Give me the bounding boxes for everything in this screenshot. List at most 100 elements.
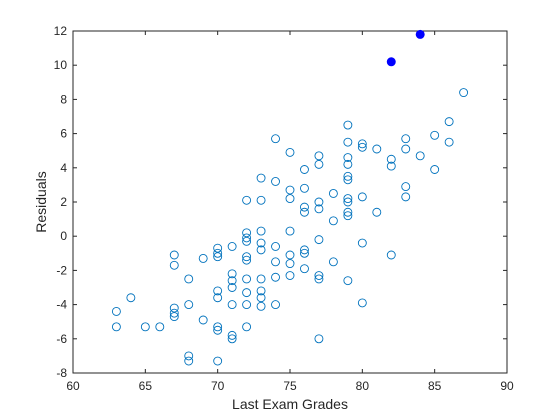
data-point: [184, 356, 194, 366]
data-point: [285, 226, 295, 236]
data-point: [300, 248, 309, 258]
data-point: [213, 325, 223, 335]
data-point: [155, 322, 165, 332]
data-point: [430, 130, 440, 140]
data-point: [242, 233, 252, 243]
x-tick-label: 75: [283, 379, 297, 393]
y-tick-label: 4: [60, 161, 67, 175]
data-point: [401, 144, 411, 154]
y-tick-label: 12: [54, 24, 68, 38]
y-tick-label: -8: [56, 366, 67, 380]
data-point: [343, 120, 353, 130]
data-point: [343, 211, 353, 221]
data-point: [169, 250, 179, 260]
data-point: [256, 238, 266, 248]
y-tick-label: 10: [54, 58, 68, 72]
data-point: [227, 269, 237, 279]
data-point: [256, 226, 266, 236]
data-point: [357, 298, 367, 308]
data-point: [314, 274, 324, 284]
data-point: [256, 245, 266, 255]
data-point: [314, 334, 324, 344]
data-point: [242, 255, 252, 265]
data-point: [328, 216, 338, 226]
y-tick-label: -2: [56, 263, 67, 277]
data-point: [256, 293, 266, 303]
data-point: [256, 274, 266, 284]
data-point: [184, 300, 194, 310]
x-tick-label: 70: [211, 379, 225, 393]
data-point: [256, 286, 266, 296]
y-tick-label: -6: [56, 332, 67, 346]
data-point: [169, 303, 179, 313]
data-point: [242, 236, 252, 246]
data-point: [213, 286, 223, 296]
data-point: [285, 185, 295, 195]
data-point: [343, 153, 353, 162]
data-point: [242, 228, 252, 238]
y-tick-label: 0: [60, 229, 67, 243]
data-point: [227, 300, 237, 310]
scatter-points: [111, 29, 469, 366]
data-point: [343, 171, 353, 181]
y-axis-label: Residuals: [33, 171, 49, 232]
data-point: [285, 259, 295, 269]
x-axis-label: Last Exam Grades: [232, 396, 348, 412]
data-point: [314, 151, 324, 161]
x-tick-label: 80: [356, 379, 370, 393]
data-point: [227, 276, 237, 286]
x-tick-label: 60: [66, 379, 80, 393]
data-point: [430, 165, 440, 174]
data-point: [271, 300, 280, 310]
data-point: [357, 142, 367, 152]
data-point: [242, 322, 252, 332]
data-point: [256, 173, 266, 183]
data-point: [285, 194, 295, 204]
data-point: [444, 117, 454, 127]
data-point: [213, 243, 223, 253]
data-point: [285, 250, 295, 260]
data-point: [184, 274, 194, 284]
data-point: [169, 308, 179, 318]
data-point: [300, 202, 309, 212]
data-point: [386, 161, 396, 171]
data-point: [300, 207, 309, 217]
data-point: [227, 283, 237, 292]
y-tick-label: 6: [60, 127, 67, 141]
data-point: [415, 151, 425, 161]
data-point: [140, 322, 150, 332]
x-tick-label: 90: [500, 379, 514, 393]
data-point: [459, 88, 469, 98]
data-point: [343, 175, 353, 185]
data-point: [328, 257, 338, 267]
data-point: [314, 204, 324, 214]
data-point: [285, 271, 295, 280]
highlighted-data-point: [386, 57, 396, 67]
data-point: [256, 301, 266, 311]
data-point: [271, 242, 280, 251]
y-tick-label: 2: [60, 195, 67, 209]
x-tick-label: 65: [139, 379, 153, 393]
data-point: [314, 197, 324, 207]
data-point: [126, 293, 136, 303]
data-point: [271, 257, 280, 267]
data-point: [314, 235, 324, 245]
data-point: [300, 245, 309, 255]
data-point: [300, 183, 309, 193]
data-point: [343, 159, 353, 169]
data-point: [401, 192, 411, 202]
data-point: [271, 177, 280, 186]
data-point: [271, 134, 280, 144]
data-point: [256, 195, 266, 205]
data-point: [401, 134, 411, 144]
y-axis-ticks: -8 -6 -4 -2 0 2 4 6 8 10 12: [54, 24, 507, 380]
highlighted-data-point: [415, 29, 425, 39]
data-point: [343, 194, 353, 204]
data-point: [242, 288, 252, 298]
data-point: [386, 250, 396, 260]
data-point: [213, 252, 223, 262]
data-point: [213, 248, 223, 258]
data-point: [372, 207, 382, 217]
data-point: [242, 252, 252, 262]
y-tick-label: -4: [56, 298, 67, 312]
